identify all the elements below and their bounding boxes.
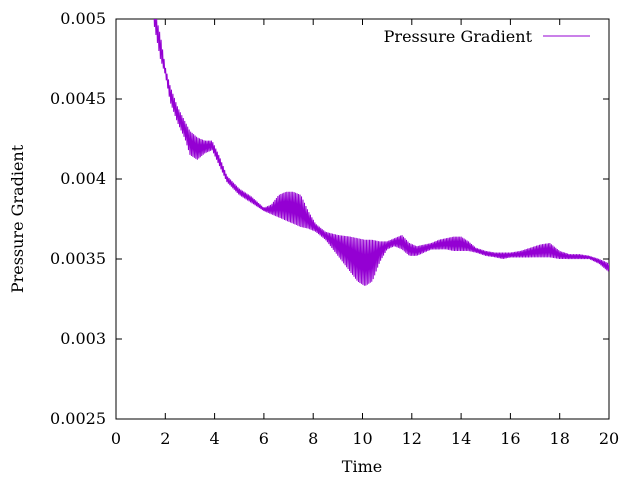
y-tick-label: 0.0045 — [50, 89, 106, 108]
series-layer — [152, 19, 609, 286]
y-axis-label: Pressure Gradient — [8, 144, 27, 293]
x-tick-label: 16 — [500, 429, 520, 448]
x-tick-label: 14 — [451, 429, 471, 448]
plot-frame — [115, 18, 610, 420]
x-tick-label: 4 — [210, 429, 220, 448]
x-tick-label: 20 — [599, 429, 619, 448]
x-axis-label: Time — [342, 457, 382, 476]
y-tick-label: 0.0025 — [50, 409, 106, 428]
legend: Pressure Gradient — [384, 27, 590, 46]
x-tick-label: 8 — [308, 429, 318, 448]
y-tick-label: 0.003 — [60, 329, 106, 348]
x-tick-label: 6 — [259, 429, 269, 448]
x-tick-label: 2 — [160, 429, 170, 448]
y-tick-label: 0.005 — [60, 9, 106, 28]
x-tick-label: 10 — [352, 429, 372, 448]
x-tick-label: 18 — [550, 429, 570, 448]
y-tick-label: 0.004 — [60, 169, 106, 188]
ticks-layer: 0 2 4 6 8 10 12 14 16 18 20 0.0025 0.003 0.0035 0.004 0… — [50, 9, 619, 448]
y-tick-label: 0.0035 — [50, 249, 106, 268]
series-line-0 — [152, 19, 609, 286]
x-tick-label: 0 — [111, 429, 121, 448]
x-tick-label: 12 — [402, 429, 422, 448]
legend-label: Pressure Gradient — [384, 27, 533, 46]
